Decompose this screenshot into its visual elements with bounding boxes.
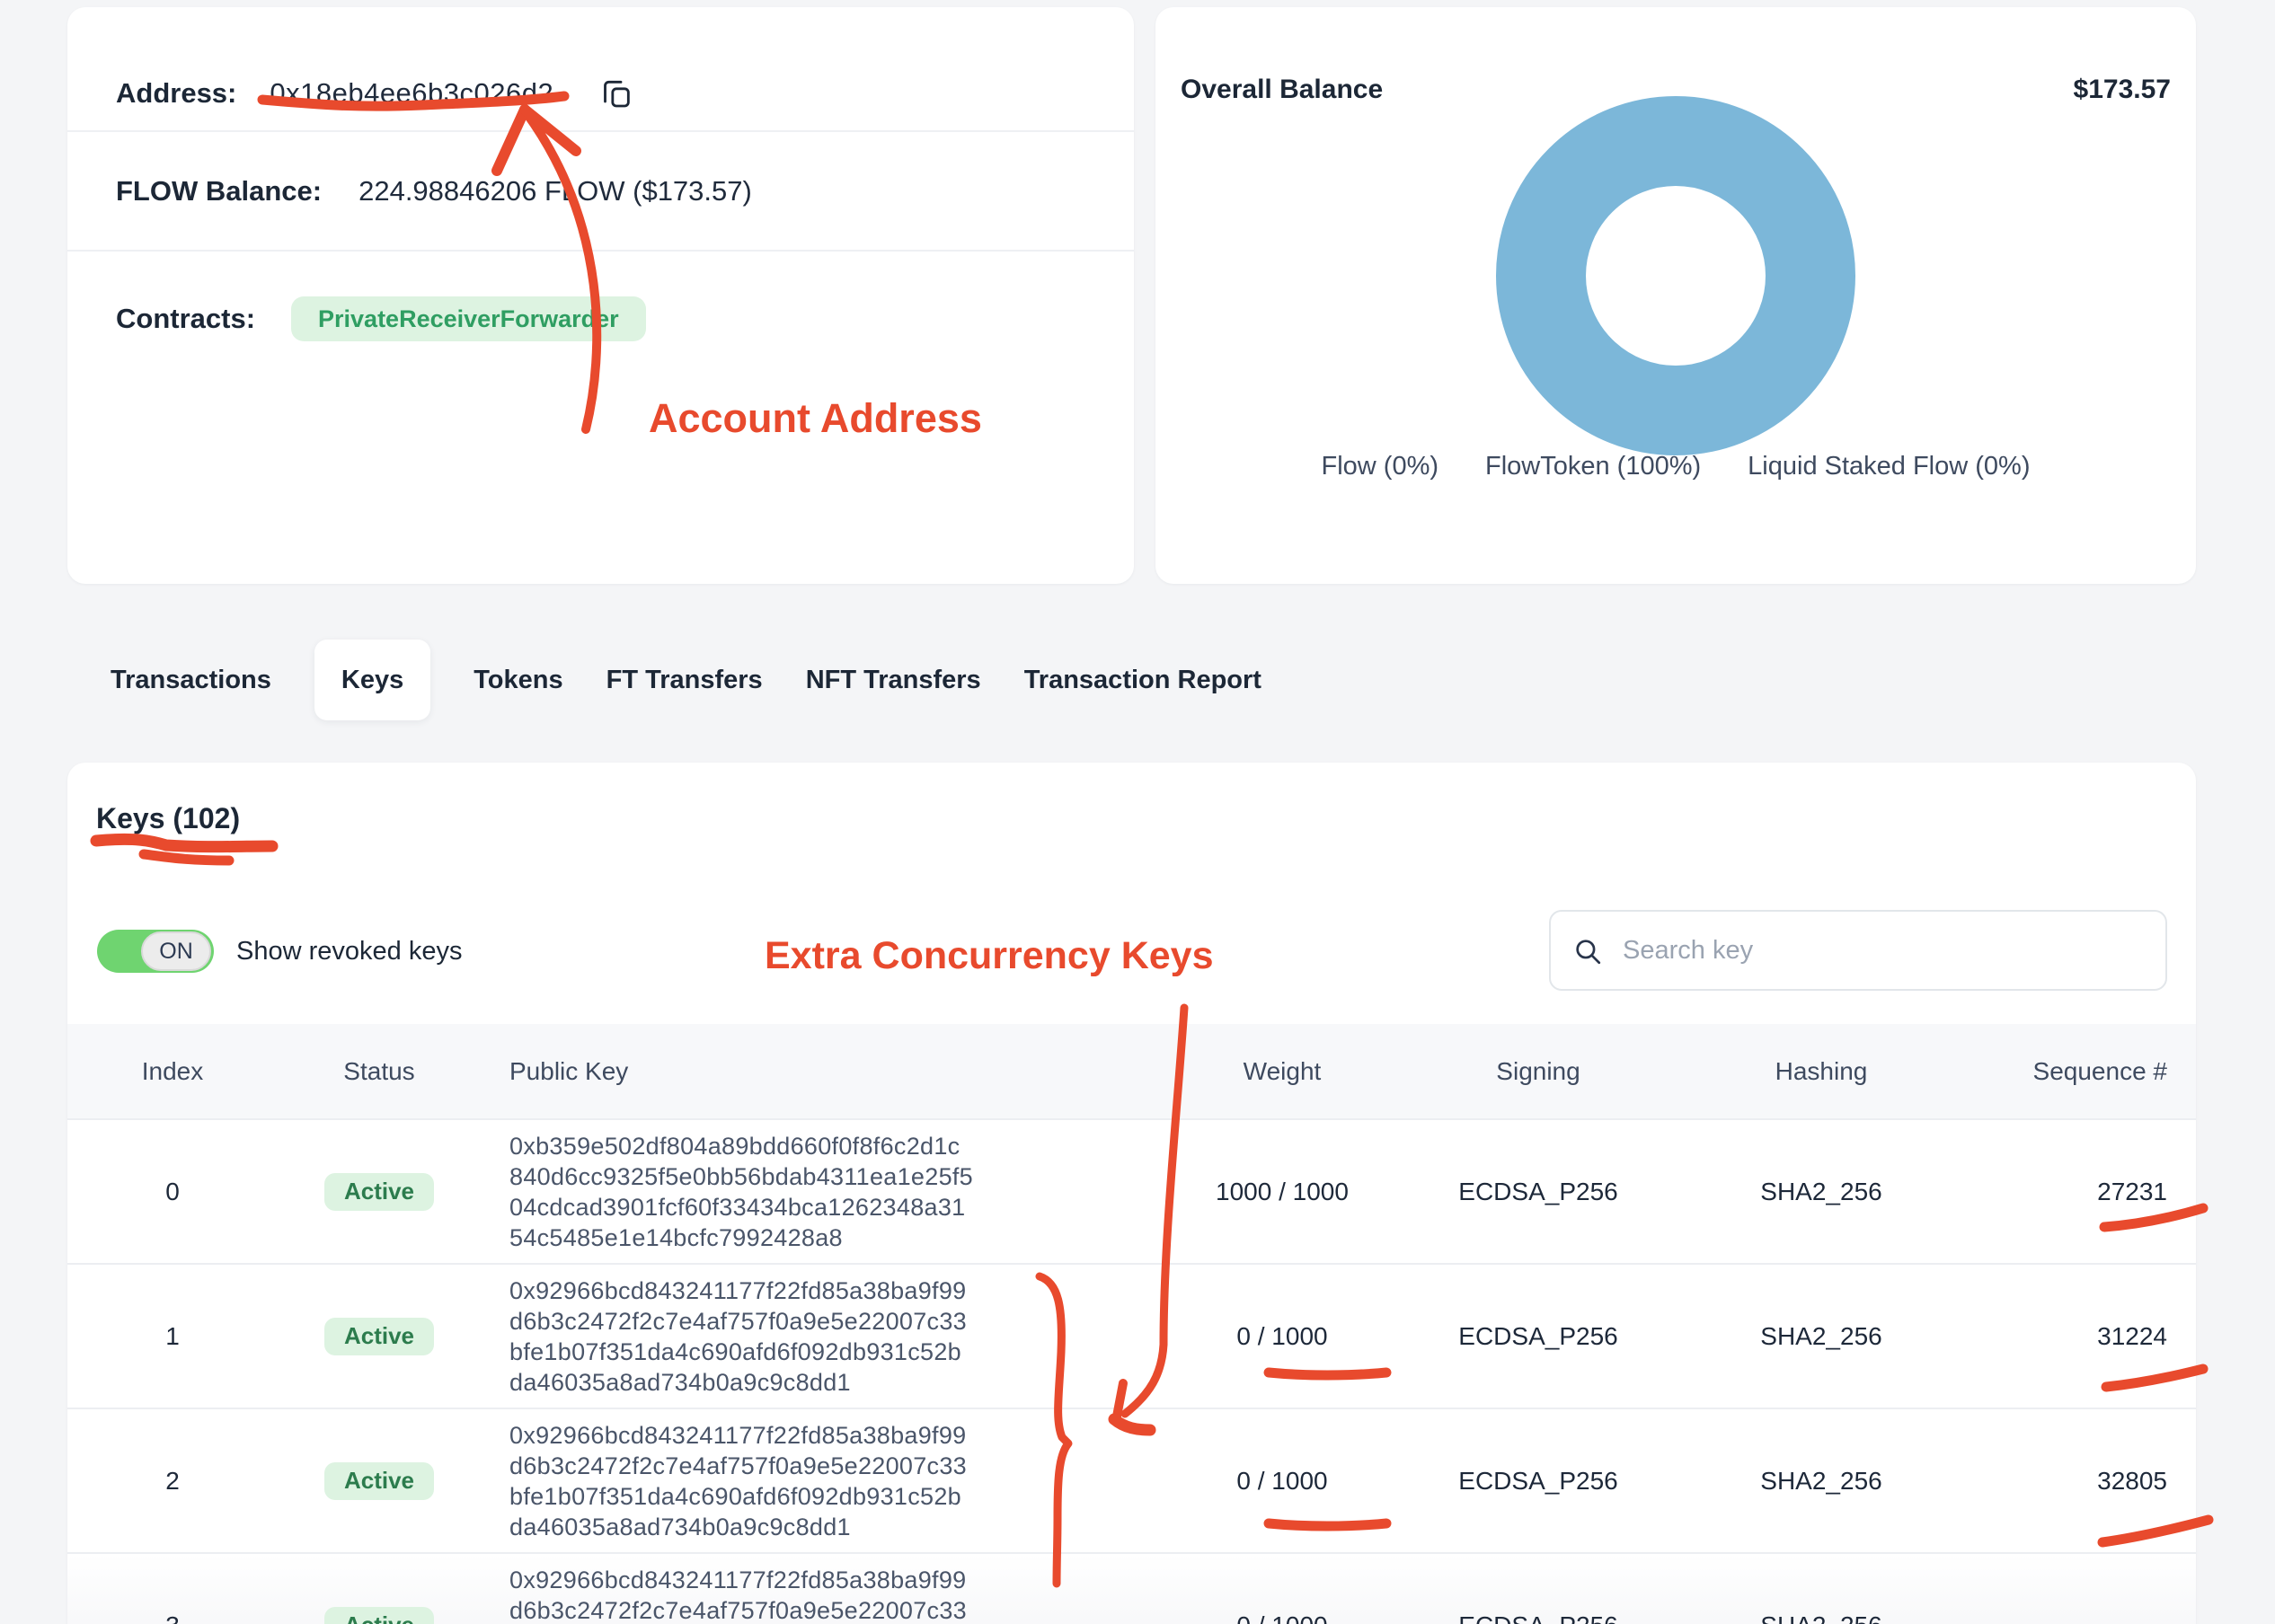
key-sequence: 32805 — [2097, 1466, 2167, 1495]
key-row: 3 Active 0x92966bcd843241177f22fd85a38ba… — [67, 1552, 2196, 1624]
divider — [67, 250, 1134, 252]
contracts-label: Contracts: — [116, 303, 256, 334]
key-index: 3 — [96, 1611, 249, 1624]
col-status: Status — [343, 1056, 415, 1085]
public-key: 0x92966bcd843241177f22fd85a38ba9f99 d6b3… — [509, 1566, 967, 1624]
key-sequence: 27231 — [2097, 1177, 2167, 1205]
key-signing: ECDSA_P256 — [1458, 1177, 1618, 1205]
keys-card: Keys (102) ON Show revoked keys Index St… — [67, 763, 2196, 1624]
col-sequence: Sequence # — [2032, 1056, 2167, 1085]
overall-balance-card: Overall Balance $173.57 Flow (0%) FlowTo… — [1155, 7, 2196, 584]
col-weight: Weight — [1243, 1056, 1322, 1085]
contracts-row: Contracts: PrivateReceiverForwarder — [116, 287, 1098, 350]
key-hashing: SHA2_256 — [1760, 1321, 1882, 1350]
toggle-knob: ON — [141, 931, 211, 971]
key-index: 2 — [165, 1466, 180, 1495]
legend-item-flow: Flow (0%) — [1321, 452, 1439, 481]
overall-balance-title: Overall Balance — [1181, 75, 1384, 104]
status-badge: Active — [323, 1172, 435, 1211]
col-hashing: Hashing — [1775, 1056, 1868, 1085]
keys-table-header: Index Status Public Key Weight Signing H… — [67, 1024, 2196, 1118]
contract-badge[interactable]: PrivateReceiverForwarder — [291, 296, 646, 341]
key-status: Active — [249, 1172, 509, 1211]
key-hashing: SHA2_256 — [1686, 1611, 1956, 1624]
key-search-box — [1549, 910, 2167, 991]
public-key: 0x92966bcd843241177f22fd85a38ba9f99 d6b3… — [509, 1276, 967, 1396]
overall-balance-amount: $173.57 — [2073, 75, 2171, 104]
section-tabs: Transactions Keys Tokens FT Transfers NF… — [111, 640, 1261, 720]
account-summary-card: Address: 0x18eb4ee6b3c026d2 FLOW Balance… — [67, 7, 1134, 584]
key-signing: ECDSA_P256 — [1458, 1321, 1618, 1350]
tab-transactions[interactable]: Transactions — [111, 640, 271, 720]
show-revoked-keys-toggle[interactable]: ON — [97, 930, 214, 973]
keys-table: Index Status Public Key Weight Signing H… — [67, 1024, 2196, 1624]
col-public-key: Public Key — [509, 1056, 629, 1085]
key-weight: 0 / 1000 — [1236, 1321, 1328, 1350]
flow-balance-value: 224.98846206 FLOW ($173.57) — [359, 175, 752, 207]
divider — [67, 130, 1134, 132]
key-weight: 0 / 1000 — [1236, 1466, 1328, 1495]
key-row: 2 Active 0x92966bcd843241177f22fd85a38ba… — [67, 1408, 2196, 1552]
donut-legend: Flow (0%) FlowToken (100%) Liquid Staked… — [1155, 452, 2196, 481]
copy-address-button[interactable] — [597, 74, 636, 113]
flow-balance-row: FLOW Balance: 224.98846206 FLOW ($173.57… — [116, 160, 1098, 223]
key-sequence: 31224 — [2097, 1321, 2167, 1350]
key-row: 1 Active 0x92966bcd843241177f22fd85a38ba… — [67, 1263, 2196, 1408]
key-status: Active — [249, 1606, 509, 1624]
key-index: 0 — [165, 1177, 180, 1205]
public-key: 0xb359e502df804a89bdd660f0f8f6c2d1c 840d… — [509, 1132, 973, 1251]
key-hashing: SHA2_256 — [1760, 1466, 1882, 1495]
key-weight: 1000 / 1000 — [1216, 1177, 1349, 1205]
show-revoked-keys-label: Show revoked keys — [236, 936, 463, 966]
search-input[interactable] — [1549, 910, 2167, 991]
address-label: Address: — [116, 77, 237, 109]
key-index: 1 — [165, 1321, 180, 1350]
legend-item-flowtoken: FlowToken (100%) — [1485, 452, 1702, 481]
tab-nft-transfers[interactable]: NFT Transfers — [806, 640, 981, 720]
col-index: Index — [141, 1056, 204, 1085]
col-signing: Signing — [1496, 1056, 1580, 1085]
tab-keys[interactable]: Keys — [314, 640, 431, 720]
legend-item-liquid-staked: Liquid Staked Flow (0%) — [1748, 452, 2031, 481]
key-status: Active — [249, 1317, 509, 1355]
public-key: 0x92966bcd843241177f22fd85a38ba9f99 d6b3… — [509, 1421, 967, 1540]
status-badge: Active — [323, 1317, 435, 1355]
keys-section-title: Keys (102) — [96, 802, 241, 834]
status-badge: Active — [323, 1461, 435, 1500]
tab-ft-transfers[interactable]: FT Transfers — [606, 640, 763, 720]
status-badge: Active — [323, 1606, 435, 1624]
tab-tokens[interactable]: Tokens — [474, 640, 562, 720]
copy-icon — [598, 75, 634, 113]
address-row: Address: 0x18eb4ee6b3c026d2 — [116, 61, 1098, 126]
tab-transaction-report[interactable]: Transaction Report — [1024, 640, 1261, 720]
key-weight: 0 / 1000 — [1174, 1611, 1390, 1624]
address-value: 0x18eb4ee6b3c026d2 — [270, 77, 554, 109]
balance-donut-chart — [1487, 87, 1864, 464]
donut-svg — [1496, 96, 1855, 455]
key-signing: ECDSA_P256 — [1390, 1611, 1686, 1624]
key-row: 0 Active 0xb359e502df804a89bdd660f0f8f6c… — [67, 1118, 2196, 1263]
key-signing: ECDSA_P256 — [1458, 1466, 1618, 1495]
key-status: Active — [249, 1461, 509, 1500]
key-hashing: SHA2_256 — [1760, 1177, 1882, 1205]
flow-balance-label: FLOW Balance: — [116, 175, 323, 207]
donut-slice-flowtoken — [1496, 96, 1855, 455]
